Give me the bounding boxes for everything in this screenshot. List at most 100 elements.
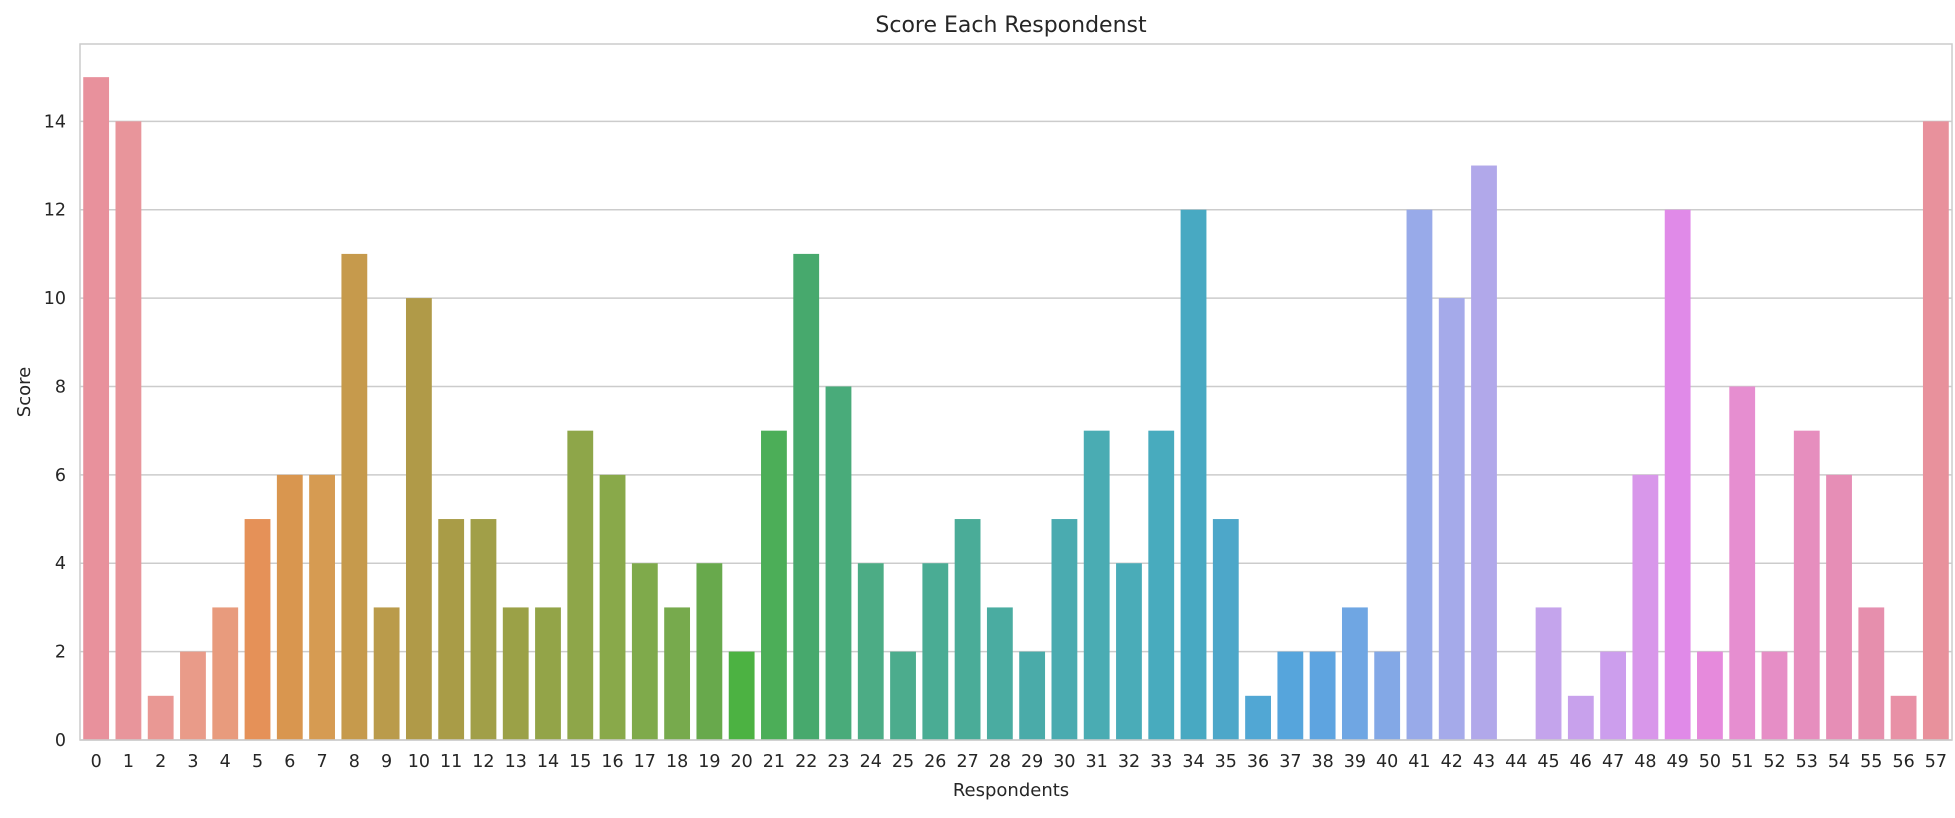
x-tick-label: 46 <box>1570 752 1592 772</box>
x-tick-label: 55 <box>1860 752 1882 772</box>
x-tick-label: 30 <box>1053 752 1075 772</box>
y-axis-label: Score <box>14 367 35 417</box>
x-tick-label: 34 <box>1182 752 1204 772</box>
bar-35 <box>1212 519 1239 740</box>
bar-9 <box>373 607 400 740</box>
bar-53 <box>1793 430 1820 740</box>
bar-33 <box>1148 430 1175 740</box>
x-tick-label: 53 <box>1796 752 1818 772</box>
bar-11 <box>438 519 465 740</box>
bar-51 <box>1729 386 1756 740</box>
bar-0 <box>83 77 110 740</box>
x-tick-label: 39 <box>1344 752 1366 772</box>
bar-4 <box>212 607 239 740</box>
x-tick-label: 52 <box>1763 752 1785 772</box>
bar-57 <box>1922 121 1949 741</box>
bar-52 <box>1761 651 1788 740</box>
y-tick-label: 12 <box>44 201 66 221</box>
y-tick-label: 8 <box>55 377 66 397</box>
bar-22 <box>793 253 820 740</box>
x-tick-label: 26 <box>924 752 946 772</box>
x-tick-label: 50 <box>1699 752 1721 772</box>
bar-39 <box>1341 607 1368 740</box>
x-tick-label: 25 <box>892 752 914 772</box>
bar-20 <box>728 651 755 740</box>
bar-55 <box>1858 607 1885 740</box>
y-tick-label: 4 <box>55 554 66 574</box>
x-tick-label: 1 <box>123 752 134 772</box>
bar-29 <box>1019 651 1046 740</box>
bar-21 <box>761 430 787 740</box>
x-tick-label: 21 <box>763 752 785 772</box>
bar-36 <box>1245 695 1271 740</box>
bar-26 <box>922 563 949 740</box>
x-tick-label: 3 <box>187 752 198 772</box>
x-tick-label: 56 <box>1892 752 1914 772</box>
bar-7 <box>309 474 335 740</box>
bar-17 <box>631 563 658 740</box>
x-tick-label: 35 <box>1215 752 1237 772</box>
bar-24 <box>857 563 884 740</box>
y-tick-label: 14 <box>44 112 66 132</box>
x-tick-label: 15 <box>569 752 591 772</box>
bar-14 <box>535 607 561 740</box>
bar-2 <box>147 695 174 740</box>
x-tick-label: 33 <box>1150 752 1172 772</box>
bar-48 <box>1632 474 1659 740</box>
x-tick-label: 14 <box>537 752 559 772</box>
y-tick-label: 0 <box>55 731 66 751</box>
bar-19 <box>696 563 723 740</box>
bar-5 <box>244 519 271 740</box>
x-tick-label: 12 <box>472 752 494 772</box>
x-tick-label: 28 <box>989 752 1011 772</box>
x-tick-label: 40 <box>1376 752 1398 772</box>
x-tick-label: 6 <box>284 752 295 772</box>
bar-49 <box>1664 209 1691 740</box>
x-tick-label: 20 <box>731 752 753 772</box>
bar-46 <box>1567 695 1594 740</box>
x-tick-label: 43 <box>1473 752 1495 772</box>
x-tick-label: 23 <box>827 752 849 772</box>
bar-47 <box>1600 651 1627 740</box>
bars <box>83 77 1949 741</box>
bar-10 <box>405 298 432 740</box>
x-tick-label: 44 <box>1505 752 1527 772</box>
x-tick-label: 29 <box>1021 752 1043 772</box>
x-tick-label: 36 <box>1247 752 1269 772</box>
bar-41 <box>1406 209 1433 740</box>
bar-15 <box>567 430 594 740</box>
x-tick-label: 17 <box>634 752 656 772</box>
bar-18 <box>664 607 691 740</box>
bar-37 <box>1277 651 1304 740</box>
x-tick-label: 16 <box>601 752 623 772</box>
x-tick-label: 13 <box>505 752 527 772</box>
bar-23 <box>825 386 852 740</box>
x-tick-label: 19 <box>698 752 720 772</box>
x-tick-label: 9 <box>381 752 392 772</box>
bar-28 <box>986 607 1013 740</box>
y-tick-labels: 0 2 4 6 8 10 12 14 <box>44 112 66 751</box>
bar-30 <box>1051 519 1078 740</box>
bar-12 <box>470 519 497 740</box>
x-tick-label: 11 <box>440 752 462 772</box>
y-tick-label: 10 <box>44 289 66 309</box>
x-tick-label: 47 <box>1602 752 1624 772</box>
x-tick-label: 48 <box>1634 752 1656 772</box>
bar-31 <box>1083 430 1110 740</box>
x-tick-label: 32 <box>1118 752 1140 772</box>
x-tick-label: 54 <box>1828 752 1850 772</box>
x-tick-label: 0 <box>91 752 102 772</box>
bar-1 <box>115 121 142 741</box>
x-axis-label: Respondents <box>953 780 1069 801</box>
y-tick-label: 6 <box>55 466 66 486</box>
x-tick-label: 24 <box>860 752 882 772</box>
x-tick-label: 41 <box>1408 752 1430 772</box>
x-tick-label: 37 <box>1279 752 1301 772</box>
plot-frame <box>79 43 1953 741</box>
bar-45 <box>1535 607 1562 740</box>
x-tick-label: 31 <box>1086 752 1108 772</box>
bar-25 <box>890 651 916 740</box>
bar-50 <box>1697 651 1723 740</box>
